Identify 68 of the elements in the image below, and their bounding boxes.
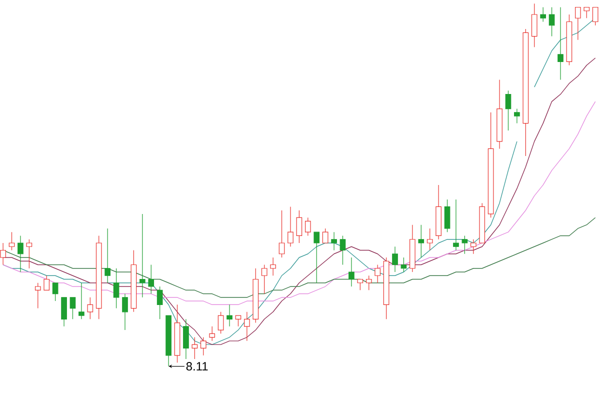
candlestick: [192, 336, 198, 360]
candlestick: [61, 297, 67, 327]
candlestick: [558, 6, 564, 80]
candlestick: [548, 6, 555, 37]
candlestick: [357, 278, 364, 290]
candlestick: [96, 235, 102, 320]
candlestick: [584, 6, 590, 18]
candlestick: [226, 304, 232, 327]
candlestick: [348, 257, 354, 287]
candlestick: [470, 239, 476, 254]
candlestick: [18, 235, 24, 272]
candlestick: [322, 228, 328, 244]
candlestick: [34, 282, 41, 309]
candlestick: [444, 199, 450, 232]
candlestick: [183, 318, 189, 360]
candlestick: [304, 217, 311, 236]
annotation: 8.11: [186, 362, 208, 371]
candlestick: [479, 202, 486, 244]
candlestick: [52, 282, 58, 302]
candlestick: [70, 297, 76, 320]
candlestick: [200, 336, 206, 356]
candlestick: [130, 250, 137, 312]
candlestick: [26, 239, 32, 269]
candlestick: [426, 228, 433, 251]
candlestick: [174, 304, 180, 363]
candlestick: [8, 232, 15, 251]
candlestick: [531, 3, 538, 48]
candlestick: [514, 108, 520, 124]
candlestick: [156, 286, 163, 320]
candlestick: [392, 246, 398, 272]
candlestick: [418, 224, 424, 258]
candlestick: [566, 14, 572, 66]
candlestick: [261, 264, 268, 294]
candlestick: [113, 268, 120, 309]
candlestick: [209, 326, 216, 342]
candlestick: [592, 6, 598, 26]
candlestick: [0, 242, 6, 266]
candlestick: [166, 315, 172, 367]
candlestick: [122, 293, 128, 330]
candlestick: [270, 257, 276, 276]
candlestick: [540, 6, 546, 22]
candlestick: [575, 6, 581, 40]
candlestick: [104, 228, 110, 284]
candlestick: [314, 232, 320, 284]
candlestick: [288, 206, 294, 247]
candlestick: [522, 28, 529, 156]
candlestick: [383, 257, 390, 320]
candlestick: [505, 90, 512, 131]
candlestick: [278, 210, 285, 258]
candlestick: [410, 224, 416, 272]
candlestick: [496, 79, 502, 149]
candlestick: [148, 264, 154, 294]
candlestick: [78, 282, 84, 320]
candlestick: [218, 312, 224, 334]
candlestick: [331, 232, 337, 251]
candlestick: [244, 312, 250, 342]
candlestick: [296, 210, 302, 244]
candlestick: [252, 268, 259, 324]
candlestick: [436, 184, 442, 240]
candlestick: [488, 112, 494, 218]
candlestick: [44, 275, 50, 290]
candlestick: [235, 315, 242, 327]
candlestick: [453, 199, 459, 251]
candlestick: [462, 235, 468, 254]
candlestick: [340, 235, 346, 266]
candlestick: [87, 297, 94, 320]
candlestick: [366, 275, 372, 290]
candlestick: [374, 264, 380, 284]
